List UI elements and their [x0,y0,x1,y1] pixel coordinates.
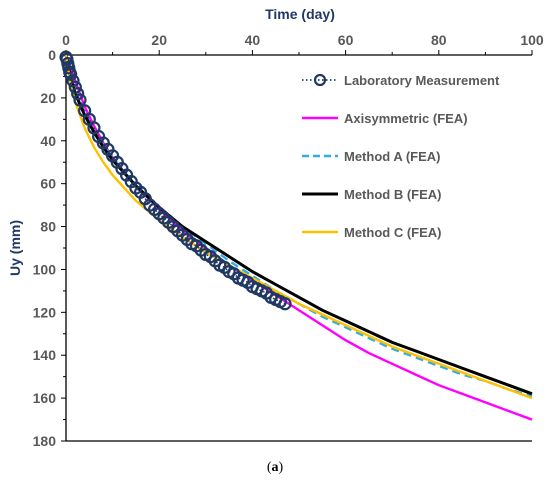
y-tick-label: 80 [40,219,56,235]
y-tick-label: 60 [40,176,56,192]
y-tick-label: 120 [33,304,57,320]
x-tick-label: 100 [520,32,544,48]
data-point [278,297,292,311]
series-line [65,56,286,305]
legend-item: Method A (FEA) [302,149,441,164]
legend-label: Method B (FEA) [344,187,441,202]
series-4 [64,54,533,396]
legend-marker [313,73,327,87]
legend: Laboratory Measurement Axisymmetric (FEA)… [302,73,500,240]
series-2 [64,54,533,421]
y-tick-label: 0 [48,47,56,63]
y-tick-label: 100 [33,261,57,277]
axes: 0 20 40 60 80 100 0 20 40 60 80 100 120 140 160 180 [33,32,544,449]
series-1 [59,50,292,311]
y-axis-title: Uy (mm) [7,220,23,276]
series-5 [64,54,533,400]
legend-label: Method C (FEA) [344,225,441,240]
x-tick-label: 0 [62,32,70,48]
y-tick-label: 40 [40,133,56,149]
series-line [64,54,533,396]
legend-item: Method C (FEA) [302,225,441,240]
x-tick-label: 40 [245,32,261,48]
x-axis-title: Time (day) [265,6,335,22]
legend-item: Laboratory Measurement [302,73,500,88]
y-tick-label: 180 [33,433,57,449]
data-point [68,80,82,94]
series-3 [64,54,533,398]
data-point [64,67,78,81]
y-tick-label: 20 [40,90,56,106]
y-tick-label: 140 [33,347,57,363]
legend-item: Axisymmetric (FEA) [302,111,468,126]
x-tick-label: 80 [431,32,447,48]
legend-label: Laboratory Measurement [344,73,500,88]
legend-item: Method B (FEA) [302,187,441,202]
figure-caption: (a) [267,460,284,475]
data-point [73,93,87,107]
series-line [64,54,533,421]
series-line [64,54,533,400]
x-tick-label: 20 [151,32,167,48]
data-point [66,74,80,88]
data-point [71,86,85,101]
series-layer [59,50,533,421]
legend-label: Method A (FEA) [344,149,441,164]
series-line [64,54,533,398]
y-tick-label: 160 [33,390,57,406]
x-tick-label: 60 [338,32,354,48]
legend-label: Axisymmetric (FEA) [344,111,468,126]
